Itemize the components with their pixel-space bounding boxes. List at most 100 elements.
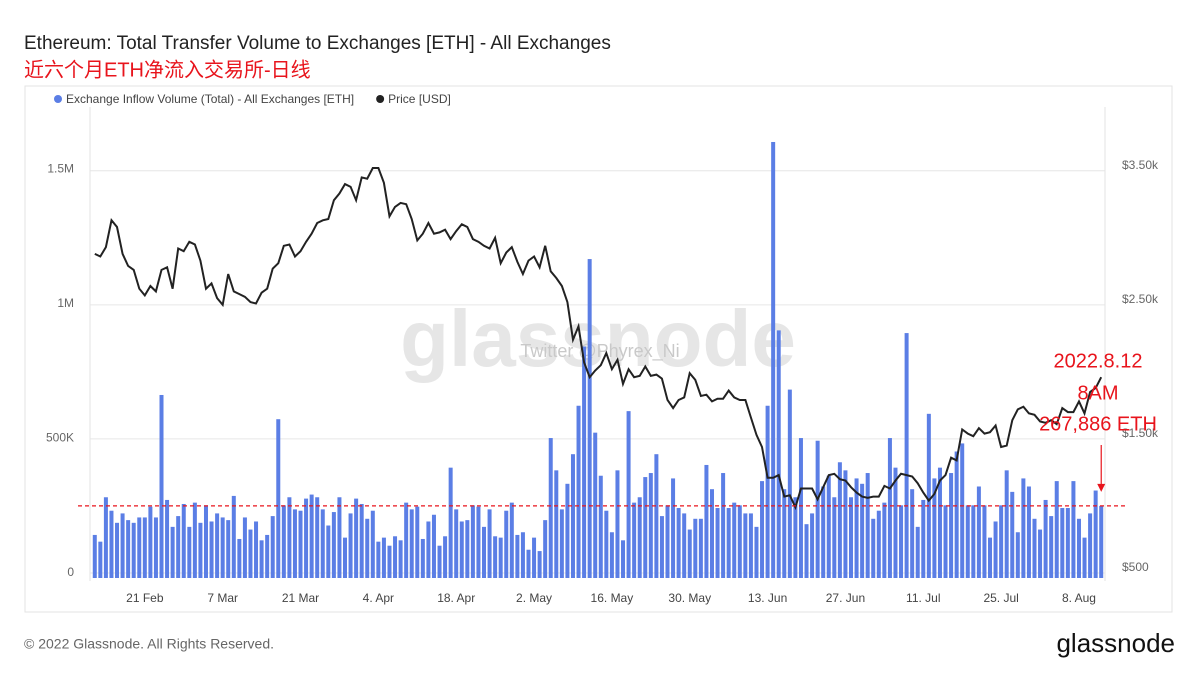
- bar: [988, 537, 993, 578]
- bar: [498, 537, 503, 578]
- bar: [304, 498, 309, 578]
- bar: [281, 505, 286, 578]
- bar: [804, 524, 809, 578]
- price-line: [94, 167, 1103, 511]
- bar: [393, 536, 398, 578]
- bar: [254, 521, 259, 578]
- bar: [993, 521, 998, 578]
- bar: [671, 478, 676, 578]
- bar: [237, 538, 242, 578]
- bar: [798, 438, 803, 578]
- bar: [1004, 470, 1009, 578]
- bar: [265, 534, 270, 578]
- bar: [1060, 508, 1065, 578]
- x-tick-label: 30. May: [668, 591, 711, 605]
- bar: [292, 509, 297, 578]
- bar: [621, 540, 626, 578]
- bar: [431, 514, 436, 578]
- bar: [276, 419, 281, 578]
- bar: [1093, 490, 1098, 578]
- bar: [537, 551, 542, 578]
- bar: [899, 505, 904, 578]
- bar: [148, 506, 153, 578]
- bar: [315, 497, 320, 578]
- footer: © 2022 Glassnode. All Rights Reserved.: [24, 636, 274, 652]
- bar: [565, 483, 570, 578]
- legend-label: Price [USD]: [388, 92, 451, 106]
- bar: [181, 503, 186, 578]
- bar: [893, 467, 898, 578]
- bar: [126, 520, 131, 578]
- bar: [676, 508, 681, 578]
- bar: [226, 520, 231, 578]
- bar: [215, 513, 220, 578]
- bar: [1038, 529, 1043, 578]
- bar: [615, 470, 620, 578]
- bar: [876, 510, 881, 578]
- bar: [648, 473, 653, 578]
- bar: [693, 518, 698, 578]
- bar: [1032, 518, 1037, 578]
- bar: [220, 517, 225, 578]
- bar: [787, 389, 792, 578]
- bar: [320, 509, 325, 578]
- bar: [142, 517, 147, 578]
- bar: [871, 518, 876, 578]
- bar: [165, 499, 170, 578]
- bar: [965, 505, 970, 578]
- bar: [520, 532, 525, 578]
- annotation: 2022.8.12: [1054, 350, 1143, 372]
- bar: [726, 508, 731, 578]
- bar: [665, 505, 670, 578]
- bar: [1076, 518, 1081, 578]
- bar: [354, 498, 359, 578]
- x-tick-label: 16. May: [591, 591, 634, 605]
- bar: [954, 451, 959, 578]
- legend-marker: [54, 95, 62, 103]
- bar: [843, 470, 848, 578]
- chart-frame: [24, 85, 1173, 613]
- bar: [532, 537, 537, 578]
- bar: [860, 483, 865, 578]
- bar: [203, 505, 208, 578]
- bar: [782, 489, 787, 578]
- bar: [159, 394, 164, 578]
- bar: [1043, 499, 1048, 578]
- bar: [793, 497, 798, 578]
- bar: [437, 545, 442, 578]
- logo: glassnode: [1056, 628, 1175, 658]
- bar: [409, 509, 414, 578]
- bar: [342, 537, 348, 578]
- bar: [326, 525, 331, 578]
- bar: [604, 510, 609, 578]
- bar: [459, 521, 464, 578]
- x-tick-label: 8. Aug: [1062, 591, 1096, 605]
- bar: [865, 473, 870, 578]
- y2-tick-label: $1.50k: [1122, 426, 1159, 440]
- bar: [748, 513, 753, 578]
- bar: [626, 411, 631, 578]
- bar: [170, 526, 175, 578]
- bar: [548, 438, 553, 578]
- x-tick-label: 25. Jul: [983, 591, 1018, 605]
- bar: [387, 545, 392, 578]
- x-tick-label: 2. May: [516, 591, 552, 605]
- annotation: 8AM: [1077, 382, 1118, 404]
- bar: [732, 502, 737, 578]
- bar: [359, 503, 364, 578]
- bar: [854, 478, 859, 578]
- bar: [754, 526, 759, 578]
- bar: [120, 513, 125, 578]
- bar: [476, 506, 481, 578]
- bar: [287, 497, 292, 578]
- x-tick-label: 13. Jun: [748, 591, 787, 605]
- bar: [704, 464, 709, 578]
- bar: [643, 477, 648, 578]
- bar: [960, 443, 965, 578]
- y-tick-label: 1.5M: [47, 161, 74, 175]
- bar: [982, 505, 987, 578]
- bar: [98, 541, 103, 578]
- bar: [765, 405, 770, 578]
